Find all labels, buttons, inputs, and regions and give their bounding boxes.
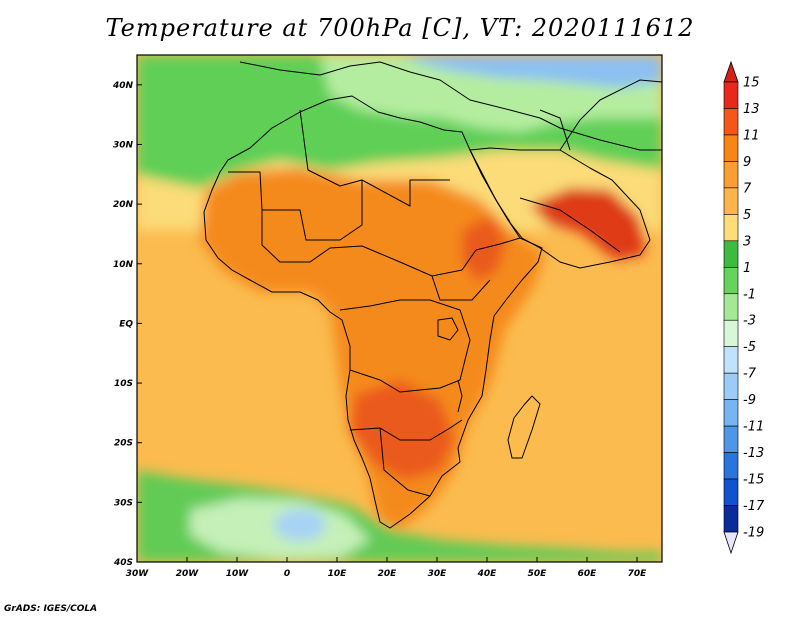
- coastlines-and-borders: [203, 61, 662, 529]
- lon-tick-label: 40E: [477, 569, 498, 579]
- colorbar-label: -7: [743, 367, 757, 382]
- colorbar-segment: [723, 266, 739, 295]
- lon-tick-label: 60E: [578, 569, 598, 579]
- colorbar-label: -17: [743, 499, 765, 514]
- credit-text: GrADS: IGES/COLA: [4, 604, 98, 614]
- lat-tick-label: 30N: [113, 140, 134, 150]
- border-east: [431, 275, 491, 301]
- colorbar-label: 5: [743, 208, 751, 223]
- colorbar-segments: [723, 81, 739, 533]
- lat-tick-label: 20N: [113, 200, 134, 210]
- lon-tick-label: 0: [284, 569, 290, 579]
- lake-nyasa: [457, 379, 463, 413]
- lake-victoria: [437, 317, 459, 341]
- lon-tick-label: 10W: [226, 569, 250, 579]
- colorbar-label: -5: [743, 340, 756, 355]
- colorbar-segment: [723, 478, 739, 506]
- colorbar: 15 13 11 9 7 5 3 1 -1 -3 -5 -7 -9 -11 -13 -15 -17 -19: [723, 60, 765, 555]
- colorbar-segment: [723, 161, 739, 189]
- colorbar-segment: [723, 452, 739, 480]
- border-sahel: [261, 210, 463, 277]
- colorbar-label: -3: [743, 314, 756, 329]
- lat-tick-label: 40S: [113, 558, 133, 568]
- border-horn: [461, 237, 521, 271]
- colorbar-segment: [723, 108, 739, 136]
- lon-tick-label: 50E: [528, 569, 548, 579]
- colorbar-segment: [723, 505, 739, 533]
- border-caspian: [539, 109, 571, 151]
- colorbar-label: 13: [743, 102, 760, 117]
- colorbar-label: -15: [743, 473, 764, 488]
- colorbar-segment: [723, 372, 739, 400]
- colorbar-label: -1: [743, 287, 756, 302]
- border-north: [299, 109, 450, 207]
- map-title: Temperature at 700hPa [C], VT: 202011161…: [105, 14, 695, 42]
- lat-tick-label: 30S: [114, 498, 133, 508]
- border-south: [349, 419, 463, 441]
- colorbar-segment: [723, 134, 739, 162]
- lat-tick-label: 10S: [114, 379, 133, 389]
- lat-tick-label: 10N: [113, 260, 134, 270]
- lon-tick-label: 20E: [378, 569, 398, 579]
- border-arabia: [519, 197, 621, 253]
- field-arabia-hot: [530, 188, 645, 260]
- colorbar-label: 11: [743, 128, 760, 143]
- red-sea-border: [469, 149, 511, 223]
- colorbar-segment: [723, 293, 739, 321]
- field-south-cold: [274, 509, 326, 541]
- border-south2: [379, 427, 431, 497]
- lat-tick-label: EQ: [119, 319, 133, 329]
- lat-tick-label: 40N: [112, 81, 134, 91]
- colorbar-segment: [723, 346, 739, 374]
- field-europe-blue: [400, 55, 662, 88]
- lon-tick-label: 10E: [328, 569, 348, 579]
- lat-tick-label: 20S: [114, 439, 133, 449]
- colorbar-segment: [723, 425, 739, 453]
- lon-tick-label: 70E: [628, 569, 648, 579]
- africa-coastline: [203, 95, 543, 529]
- colorbar-segment: [723, 319, 739, 348]
- lon-tick-label: 30E: [428, 569, 448, 579]
- colorbar-segment: [723, 399, 739, 427]
- colorbar-label: 7: [743, 181, 752, 196]
- colorbar-label: -9: [743, 393, 756, 408]
- colorbar-bottom-arrow: [723, 531, 739, 555]
- field-africa-land: [200, 168, 545, 530]
- colorbar-label: -11: [743, 420, 764, 435]
- colorbar-top-arrow: [723, 60, 739, 83]
- colorbar-label: -19: [743, 526, 764, 541]
- latitude-ticks: 40N 30N 20N 10N EQ 10S 20S 30S 40S: [112, 81, 142, 568]
- map-frame: [136, 54, 663, 563]
- colorbar-label: 1: [743, 261, 751, 276]
- lon-tick-label: 20W: [176, 569, 200, 579]
- colorbar-segment: [723, 81, 739, 109]
- colorbar-labels: 15 13 11 9 7 5 3 1 -1 -3 -5 -7 -9 -11 -13 -15 -17 -19: [743, 76, 765, 541]
- madagascar-coastline: [507, 395, 541, 459]
- colorbar-label: 9: [743, 155, 751, 170]
- colorbar-segment: [723, 240, 739, 268]
- arabia-coastline: [469, 147, 651, 269]
- field-atlantic-green: [145, 70, 240, 150]
- field-south-africa-hot: [350, 380, 455, 480]
- colorbar-label: -13: [743, 446, 764, 461]
- colorbar-label: 3: [743, 234, 751, 249]
- longitude-ticks: 30W 20W 10W 0 10E 20E 30E 40E 50E 60E 70E: [126, 557, 647, 579]
- lon-tick-label: 30W: [126, 569, 150, 579]
- border-west: [228, 171, 363, 241]
- temperature-field: [137, 55, 662, 562]
- colorbar-segment: [723, 214, 739, 242]
- colorbar-segment: [723, 187, 739, 215]
- border-central: [339, 299, 471, 393]
- europe-coastline: [239, 61, 662, 151]
- colorbar-label: 15: [743, 76, 760, 91]
- border-asia: [559, 79, 662, 151]
